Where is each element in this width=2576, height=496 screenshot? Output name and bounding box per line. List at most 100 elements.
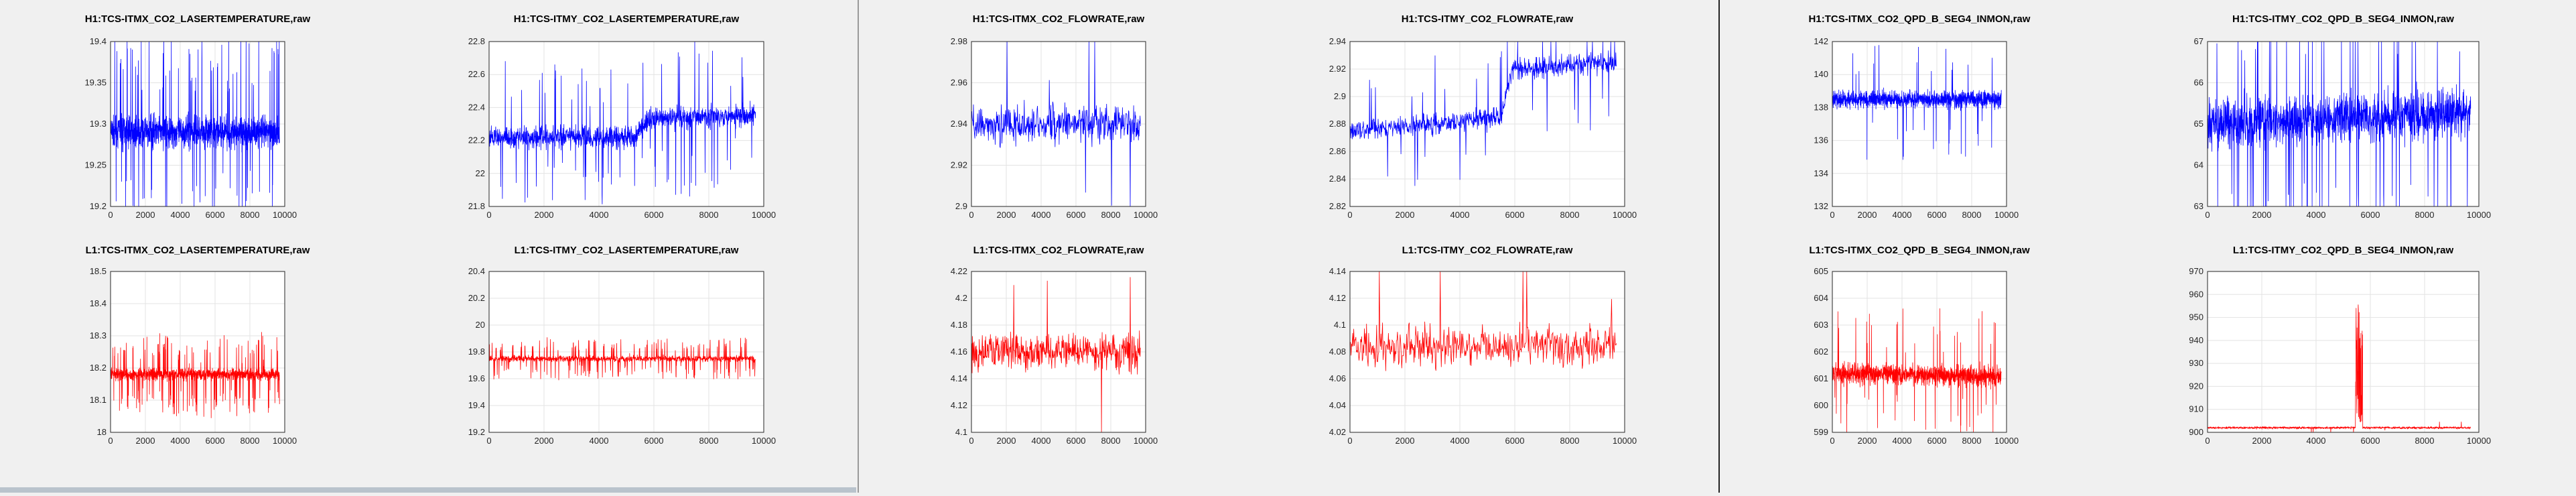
chart-panel: L1:TCS-ITMX_CO2_QPD_B_SEG4_INMON,raw 0 200… xyxy=(1809,245,2030,446)
chart-title: L1:TCS-ITMY_CO2_QPD_B_SEG4_INMON,raw xyxy=(2233,245,2454,256)
y-tick-label: 920 xyxy=(2189,381,2204,391)
y-tick-label: 4.06 xyxy=(1329,373,1346,383)
y-tick-label: 140 xyxy=(1814,69,1828,79)
data-series-line xyxy=(488,337,756,381)
chart-title: H1:TCS-ITMY_CO2_LASERTEMPERATURE,raw xyxy=(514,13,740,25)
y-tick-label: 2.86 xyxy=(1329,146,1346,156)
y-tick-label: 2.94 xyxy=(1329,36,1346,46)
x-tick-label: 2000 xyxy=(1396,436,1415,446)
y-tick-label: 18.3 xyxy=(90,330,107,340)
y-tick-label: 4.12 xyxy=(1329,293,1346,303)
chart-panel: H1:TCS-ITMY_CO2_QPD_B_SEG4_INMON,raw 0 200… xyxy=(2194,13,2492,220)
x-tick-label: 0 xyxy=(486,436,491,446)
x-tick-label: 0 xyxy=(1347,436,1352,446)
chart-panel: L1:TCS-ITMY_CO2_FLOWRATE,raw 0 2000 4000 600… xyxy=(1329,245,1637,446)
y-tick-label: 2.96 xyxy=(951,78,967,88)
x-tick-label: 6000 xyxy=(1505,210,1525,220)
y-tick-label: 134 xyxy=(1814,168,1828,178)
y-tick-label: 21.8 xyxy=(468,201,485,211)
x-tick-label: 6000 xyxy=(1067,210,1086,220)
y-tick-label: 601 xyxy=(1814,373,1828,383)
y-tick-label: 2.82 xyxy=(1329,201,1346,211)
x-tick-label: 10000 xyxy=(1613,210,1637,220)
axes-box xyxy=(2207,271,2480,433)
x-tick-label: 6000 xyxy=(1927,210,1947,220)
chart-panel: H1:TCS-ITMY_CO2_FLOWRATE,raw 0 2000 4000 600… xyxy=(1329,13,1637,220)
axes-box xyxy=(488,271,764,433)
y-tick-label: 910 xyxy=(2189,404,2204,414)
data-series-line xyxy=(1349,271,1617,371)
x-tick-label: 4000 xyxy=(1032,210,1051,220)
y-tick-label: 2.92 xyxy=(1329,64,1346,74)
x-tick-label: 6000 xyxy=(206,210,225,220)
x-tick-label: 6000 xyxy=(1067,436,1086,446)
y-tick-label: 19.4 xyxy=(90,36,107,46)
x-tick-label: 10000 xyxy=(1134,436,1158,446)
y-tick-label: 4.12 xyxy=(951,400,967,410)
plot-area xyxy=(111,271,285,432)
y-tick-label: 18.4 xyxy=(90,298,107,308)
y-tick-label: 605 xyxy=(1814,266,1828,276)
chart-panel: L1:TCS-ITMY_CO2_QPD_B_SEG4_INMON,raw 0 200… xyxy=(2189,245,2491,446)
y-tick-label: 22.6 xyxy=(468,69,485,79)
chart-title: H1:TCS-ITMX_CO2_FLOWRATE,raw xyxy=(973,13,1145,25)
data-series-line xyxy=(1832,308,2002,433)
x-tick-label: 6000 xyxy=(645,436,664,446)
chart-title: L1:TCS-ITMX_CO2_FLOWRATE,raw xyxy=(973,245,1144,256)
y-tick-label: 132 xyxy=(1814,201,1828,211)
data-series-line xyxy=(488,41,756,204)
y-tick-label: 960 xyxy=(2189,289,2204,299)
y-tick-label: 18.2 xyxy=(90,363,107,373)
y-tick-label: 970 xyxy=(2189,266,2204,276)
data-series-line xyxy=(971,41,1141,207)
y-tick-label: 599 xyxy=(1814,427,1828,437)
x-tick-label: 6000 xyxy=(645,210,664,220)
chart-panel: H1:TCS-ITMX_CO2_QPD_B_SEG4_INMON,raw 0 200… xyxy=(1809,13,2031,220)
y-tick-label: 900 xyxy=(2189,427,2204,437)
y-tick-label: 603 xyxy=(1814,320,1828,330)
axes-box xyxy=(1349,41,1625,207)
y-tick-label: 602 xyxy=(1814,347,1828,357)
figure-window-3: H1:TCS-ITMX_CO2_QPD_B_SEG4_INMON,raw 0 200… xyxy=(1722,0,2576,493)
axes-box xyxy=(1349,271,1625,433)
y-tick-label: 19.2 xyxy=(468,427,485,437)
axes-box xyxy=(2207,41,2480,207)
figure-window-1: H1:TCS-ITMX_CO2_LASERTEMPERATURE,raw 0 200… xyxy=(0,0,859,493)
y-tick-label: 4.1 xyxy=(1334,320,1346,330)
x-tick-label: 8000 xyxy=(1101,210,1121,220)
y-tick-label: 19.35 xyxy=(84,78,107,88)
x-tick-label: 10000 xyxy=(1134,210,1158,220)
figure-window-2: H1:TCS-ITMX_CO2_FLOWRATE,raw 0 2000 4000 600… xyxy=(861,0,1720,493)
y-tick-label: 19.2 xyxy=(90,201,107,211)
y-tick-label: 20.2 xyxy=(468,293,485,303)
y-tick-label: 2.9 xyxy=(955,201,967,211)
y-tick-label: 19.8 xyxy=(468,347,485,357)
x-tick-label: 2000 xyxy=(1858,210,1877,220)
y-tick-label: 2.98 xyxy=(951,36,967,46)
x-tick-label: 8000 xyxy=(1560,210,1580,220)
x-tick-label: 0 xyxy=(969,436,973,446)
y-tick-label: 2.88 xyxy=(1329,119,1346,129)
y-tick-label: 20.4 xyxy=(468,266,485,276)
y-tick-label: 4.18 xyxy=(951,320,967,330)
y-tick-label: 2.94 xyxy=(951,119,967,129)
x-tick-label: 10000 xyxy=(752,436,776,446)
y-tick-label: 4.2 xyxy=(955,293,967,303)
x-tick-label: 6000 xyxy=(2361,436,2380,446)
x-tick-label: 4000 xyxy=(590,436,609,446)
x-tick-label: 6000 xyxy=(1505,436,1525,446)
x-tick-label: 2000 xyxy=(997,436,1016,446)
chart-title: L1:TCS-ITMX_CO2_LASERTEMPERATURE,raw xyxy=(86,245,310,256)
x-tick-label: 4000 xyxy=(1450,436,1470,446)
x-tick-label: 10000 xyxy=(1613,436,1637,446)
x-tick-label: 4000 xyxy=(171,210,190,220)
x-tick-label: 10000 xyxy=(2467,436,2491,446)
y-tick-label: 950 xyxy=(2189,312,2204,322)
data-series-line xyxy=(2207,41,2471,207)
x-tick-label: 2000 xyxy=(2252,436,2272,446)
x-tick-label: 4000 xyxy=(590,210,609,220)
data-series-line xyxy=(1349,41,1617,186)
axes-box xyxy=(971,41,1146,207)
x-tick-label: 8000 xyxy=(241,210,260,220)
